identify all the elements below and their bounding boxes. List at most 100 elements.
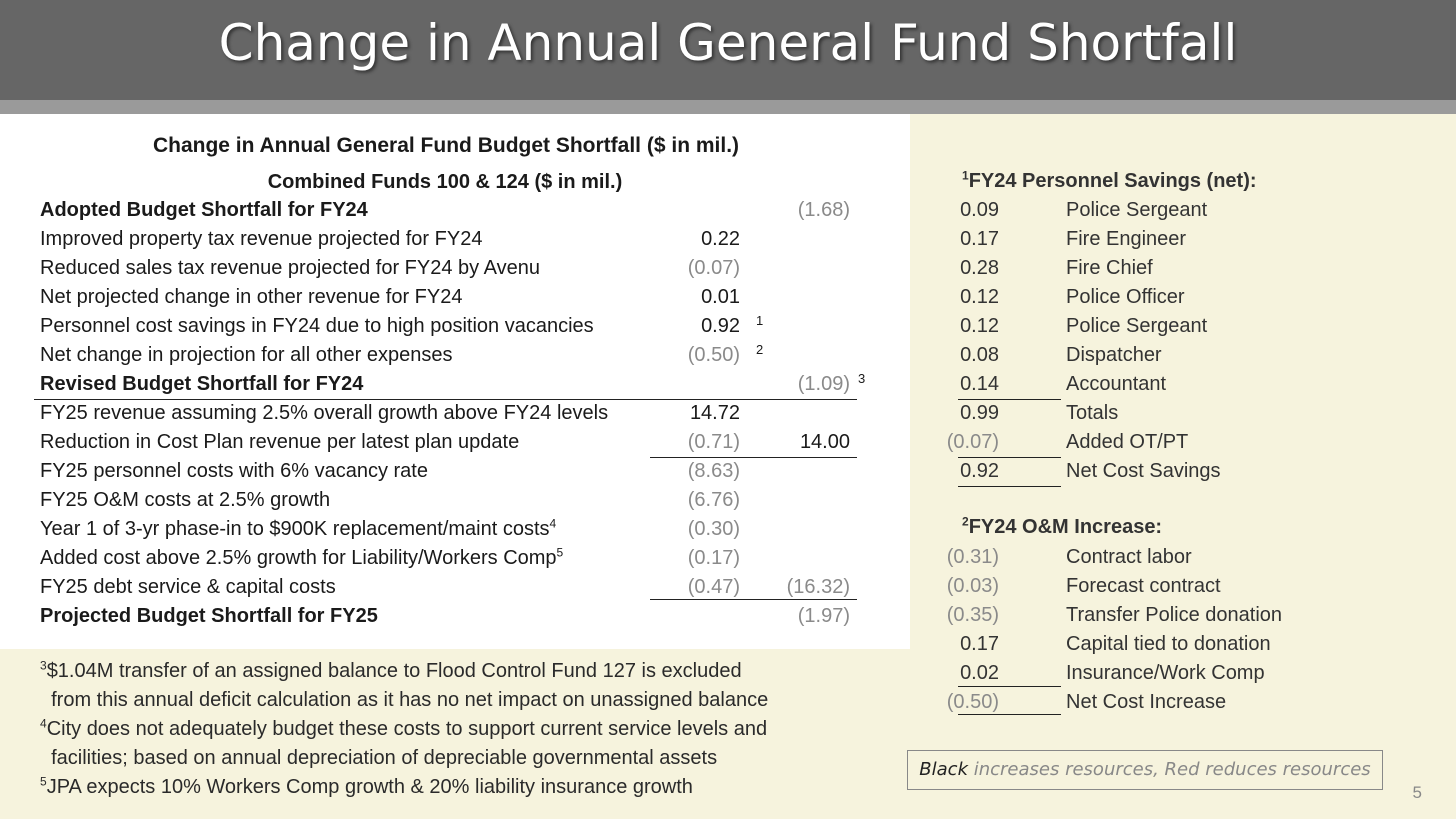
item-name: Police Officer — [1066, 286, 1185, 308]
side-list-item: 0.14 Accountant — [950, 370, 1410, 399]
item-name: Accountant — [1066, 373, 1167, 395]
table-row: Added cost above 2.5% growth for Liabili… — [0, 544, 900, 573]
debt-service-rule — [650, 599, 857, 600]
row-label: Added cost above 2.5% growth for Liabili… — [40, 544, 563, 573]
item-name: Totals — [1066, 402, 1119, 424]
side-list-item: 0.12 Police Officer — [950, 283, 1410, 312]
item-name: Insurance/Work Comp — [1066, 662, 1265, 684]
footnote-mark: 4 — [40, 716, 47, 731]
item-value: 0.14 — [960, 373, 999, 395]
item-name: Fire Chief — [1066, 257, 1153, 279]
side-list-item: 0.92 Net Cost Savings — [950, 457, 1410, 486]
title-bar — [0, 0, 1456, 100]
item-name: Transfer Police donation — [1066, 604, 1283, 626]
om-total-rule — [958, 714, 1061, 715]
row-note-mark: 1 — [756, 313, 764, 328]
personnel-ot-rule — [958, 457, 1061, 458]
table-caption: Change in Annual General Fund Budget Sho… — [152, 134, 740, 157]
row-amount: 0.92 — [701, 315, 740, 337]
item-value: 0.92 — [960, 460, 999, 482]
row-label-text: FY25 revenue assuming 2.5% overall growt… — [40, 402, 609, 424]
row-label: Year 1 of 3-yr phase-in to $900K replace… — [40, 515, 556, 544]
row-note-mark: 2 — [756, 342, 764, 357]
footnote-line: 3$1.04M transfer of an assigned balance … — [40, 657, 742, 686]
personnel-subtotal-rule — [958, 399, 1061, 400]
table-subcaption: Combined Funds 100 & 124 ($ in mil.) — [267, 171, 623, 193]
row-label: Improved property tax revenue projected … — [40, 225, 482, 254]
row-label: Personnel cost savings in FY24 due to hi… — [40, 312, 594, 341]
personnel-savings-heading: FY24 Personnel Savings (net): — [968, 170, 1257, 192]
row-amount: (0.07) — [687, 257, 740, 279]
revised-shortfall-rule — [34, 399, 857, 400]
table-row: Projected Budget Shortfall for FY25 (1.97… — [0, 602, 900, 631]
om-footnote-mark: 2 — [962, 514, 969, 529]
item-value: 0.12 — [960, 286, 999, 308]
side-list-item: 0.99 Totals — [950, 399, 1410, 428]
row-label: FY25 personnel costs with 6% vacancy rat… — [40, 457, 428, 486]
row-label: Reduction in Cost Plan revenue per lates… — [40, 428, 519, 457]
table-row: Net projected change in other revenue fo… — [0, 283, 900, 312]
side-list-item: 0.17 Fire Engineer — [950, 225, 1410, 254]
side-list-item: 0.08 Dispatcher — [950, 341, 1410, 370]
side-list-item: (0.31) Contract labor — [946, 543, 1410, 572]
row-label: FY25 debt service & capital costs — [40, 573, 336, 602]
row-amount: (0.47) — [687, 576, 740, 598]
table-row: Net change in projection for all other e… — [0, 341, 900, 370]
row-label-text: FY25 personnel costs with 6% vacancy rat… — [40, 460, 428, 482]
row-amount: (0.17) — [687, 547, 740, 569]
row-label-text: Personnel cost savings in FY24 due to hi… — [40, 315, 594, 337]
side-list-item: 0.17 Capital tied to donation — [950, 630, 1410, 659]
footnote-mark: 5 — [40, 774, 47, 789]
footnote-text: City does not adequately budget these co… — [46, 718, 768, 740]
row-label: Net projected change in other revenue fo… — [40, 283, 462, 312]
item-value: 0.17 — [960, 228, 999, 250]
item-name: Added OT/PT — [1066, 431, 1189, 453]
side-list-item: 0.02 Insurance/Work Comp — [950, 659, 1410, 688]
row-label: Revised Budget Shortfall for FY24 — [40, 370, 363, 399]
color-legend: Black increases resources, Red reduces r… — [907, 750, 1383, 790]
item-value: 0.99 — [960, 402, 999, 424]
item-value: 0.17 — [960, 633, 999, 655]
row-amount: (8.63) — [687, 460, 740, 482]
row-label-text: Reduction in Cost Plan revenue per lates… — [40, 431, 520, 453]
side-list-item: (0.07) Added OT/PT — [947, 428, 1410, 457]
row-label-text: Adopted Budget Shortfall for FY24 — [40, 199, 368, 221]
title-band — [0, 100, 1456, 114]
table-row: Adopted Budget Shortfall for FY24 (1.68) — [0, 196, 900, 225]
slide-title: Change in Annual General Fund Shortfall — [218, 14, 1238, 72]
item-name: Dispatcher — [1066, 344, 1162, 366]
row-label-text: FY25 O&M costs at 2.5% growth — [40, 489, 331, 511]
item-name: Contract labor — [1066, 546, 1192, 568]
side-list-item: 0.28 Fire Chief — [950, 254, 1410, 283]
row-label: Reduced sales tax revenue projected for … — [40, 254, 540, 283]
row-amount: (0.50) — [687, 344, 740, 366]
row-total: 14.00 — [799, 431, 850, 453]
om-increase-title: 2FY24 O&M Increase: — [962, 514, 1162, 539]
page-number: 5 — [1412, 783, 1422, 802]
item-name: Police Sergeant — [1066, 199, 1208, 221]
row-total: (1.97) — [797, 605, 850, 627]
personnel-footnote-mark: 1 — [962, 168, 969, 183]
row-note-mark: 3 — [858, 371, 866, 386]
table-row: Reduction in Cost Plan revenue per lates… — [0, 428, 900, 457]
side-list-item: 0.12 Police Sergeant — [950, 312, 1410, 341]
table-row: FY25 revenue assuming 2.5% overall growt… — [0, 399, 900, 428]
footnote-line: facilities; based on annual depreciation… — [40, 744, 717, 773]
table-row: Personnel cost savings in FY24 due to hi… — [0, 312, 900, 341]
item-value: (0.03) — [946, 575, 999, 597]
footnote-line: from this annual deficit calculation as … — [40, 686, 768, 715]
table-row: Year 1 of 3-yr phase-in to $900K replace… — [0, 515, 900, 544]
item-name: Forecast contract — [1066, 575, 1221, 597]
footnote-line: 4City does not adequately budget these c… — [40, 715, 767, 744]
budget-table-panel — [0, 114, 910, 649]
row-amount: 0.22 — [701, 228, 740, 250]
table-row: Revised Budget Shortfall for FY24 (1.09) 3 — [0, 370, 900, 399]
footnote-text: from this annual deficit calculation as … — [40, 689, 769, 711]
row-total: (16.32) — [786, 576, 850, 598]
item-name: Capital tied to donation — [1066, 633, 1271, 655]
item-value: 0.09 — [960, 199, 999, 221]
row-label-text: Reduced sales tax revenue projected for … — [40, 257, 540, 279]
row-label-text: Year 1 of 3-yr phase-in to $900K replace… — [40, 518, 550, 540]
item-value: (0.31) — [946, 546, 999, 568]
row-amount: (0.30) — [687, 518, 740, 540]
